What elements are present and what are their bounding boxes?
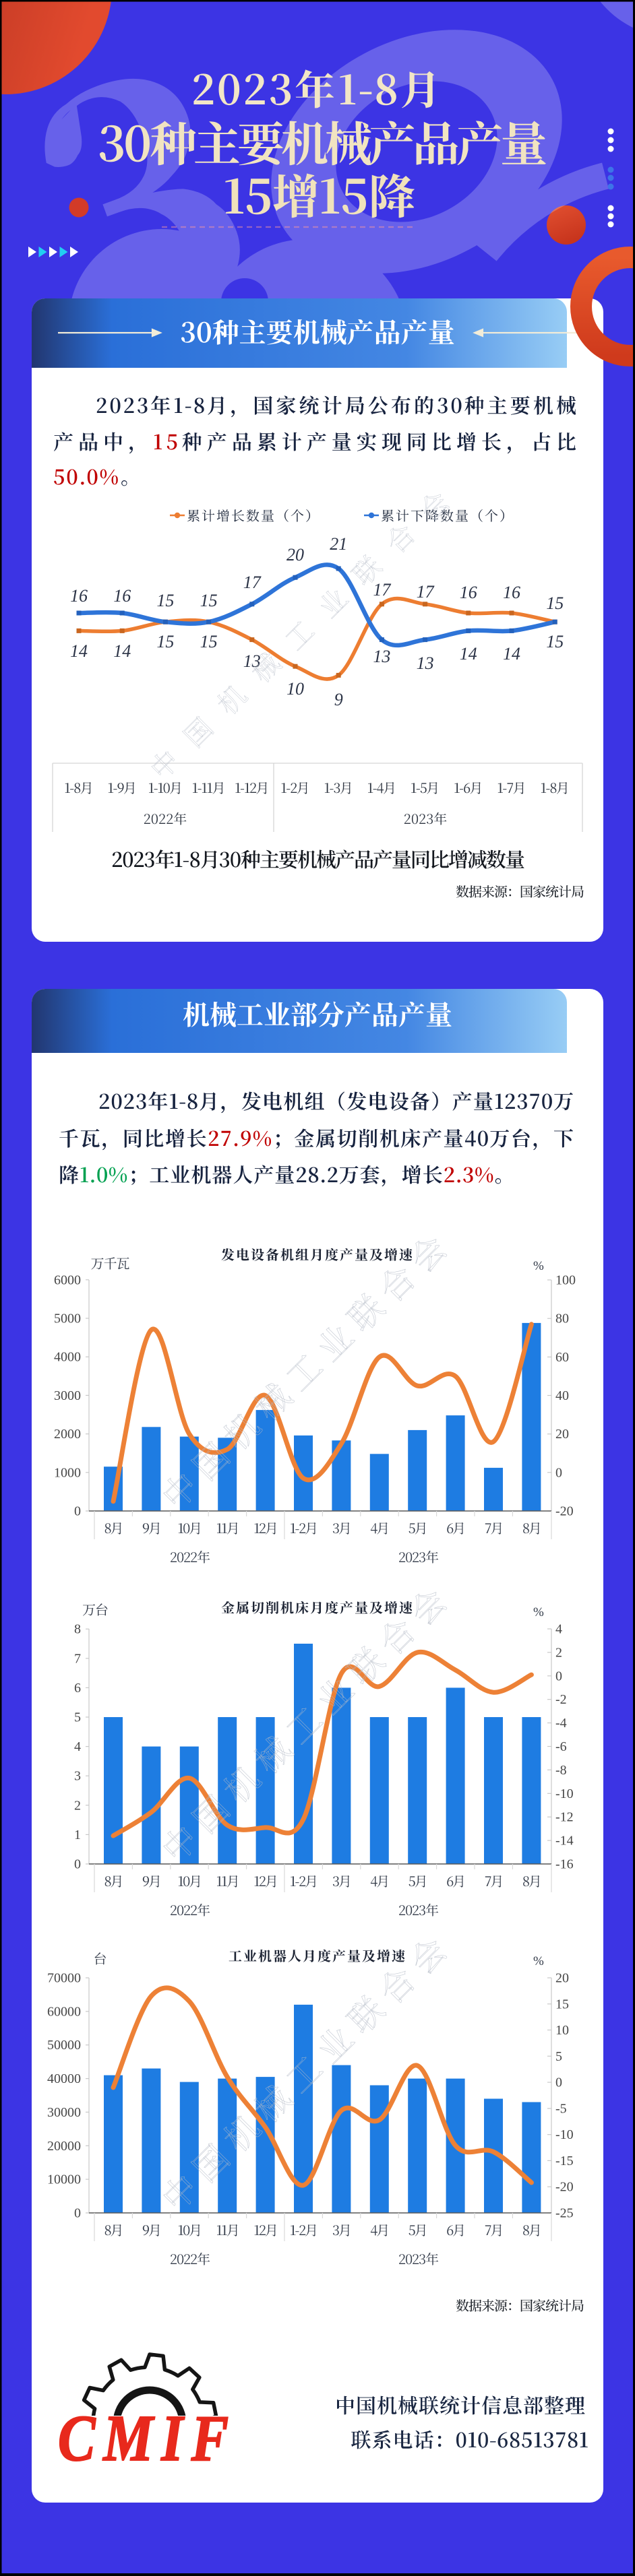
svg-text:15: 15 (546, 593, 564, 613)
svg-text:15: 15 (156, 632, 174, 651)
svg-text:0: 0 (74, 2206, 81, 2221)
svg-text:14: 14 (503, 644, 520, 664)
svg-text:15: 15 (200, 591, 218, 610)
svg-text:-20: -20 (555, 1504, 574, 1519)
svg-text:CMIF: CMIF (58, 2402, 237, 2475)
svg-text:-10: -10 (555, 1786, 574, 1801)
svg-text:20: 20 (555, 1427, 569, 1442)
svg-text:16: 16 (503, 583, 520, 602)
svg-text:8: 8 (74, 1622, 81, 1637)
svg-text:15: 15 (555, 1997, 569, 2011)
svg-text:-14: -14 (555, 1834, 574, 1848)
svg-text:-6: -6 (555, 1739, 567, 1754)
svg-text:14: 14 (70, 641, 88, 661)
svg-text:%: % (533, 1954, 544, 1968)
svg-text:20: 20 (555, 1971, 569, 1986)
svg-text:50000: 50000 (47, 2038, 81, 2053)
svg-text:2: 2 (74, 1798, 81, 1813)
svg-text:40000: 40000 (47, 2071, 81, 2086)
svg-text:0: 0 (74, 1857, 81, 1872)
svg-text:15: 15 (546, 632, 564, 651)
svg-text:40: 40 (555, 1388, 569, 1403)
svg-text:4000: 4000 (54, 1350, 81, 1365)
svg-text:-4: -4 (555, 1716, 567, 1731)
svg-text:5: 5 (555, 2049, 562, 2064)
svg-text:%: % (533, 1605, 544, 1619)
svg-text:14: 14 (460, 644, 477, 664)
svg-text:-25: -25 (555, 2206, 574, 2221)
svg-text:20000: 20000 (47, 2139, 81, 2154)
svg-text:100: 100 (555, 1273, 576, 1288)
svg-text:17: 17 (243, 573, 262, 592)
svg-text:-16: -16 (555, 1857, 574, 1872)
svg-text:80: 80 (555, 1312, 569, 1326)
svg-text:15: 15 (200, 632, 218, 651)
svg-text:-8: -8 (555, 1763, 567, 1778)
svg-text:30000: 30000 (47, 2105, 81, 2120)
svg-text:2: 2 (555, 1645, 562, 1660)
svg-text:-5: -5 (555, 2101, 567, 2116)
svg-text:2000: 2000 (54, 1427, 81, 1442)
svg-text:3: 3 (74, 1769, 81, 1784)
svg-text:1: 1 (74, 1828, 81, 1842)
svg-text:0: 0 (555, 2075, 562, 2090)
svg-text:-2: -2 (555, 1692, 567, 1707)
svg-text:7: 7 (74, 1651, 81, 1666)
svg-text:1000: 1000 (54, 1465, 81, 1480)
svg-text:60000: 60000 (47, 2004, 81, 2019)
svg-text:0: 0 (555, 1669, 562, 1683)
svg-text:13: 13 (243, 651, 261, 671)
svg-text:0: 0 (555, 1465, 562, 1480)
svg-text:70000: 70000 (47, 1971, 81, 1986)
svg-text:6000: 6000 (54, 1273, 81, 1287)
svg-text:-10: -10 (555, 2127, 574, 2142)
svg-text:5: 5 (74, 1710, 81, 1725)
svg-text:0: 0 (74, 1504, 81, 1519)
svg-text:4: 4 (555, 1622, 562, 1637)
svg-text:5000: 5000 (54, 1312, 81, 1326)
svg-text:10: 10 (286, 679, 304, 699)
svg-text:6: 6 (74, 1681, 81, 1696)
svg-text:16: 16 (460, 583, 477, 602)
svg-text:-12: -12 (555, 1810, 574, 1825)
svg-text:9: 9 (334, 690, 343, 709)
svg-text:10: 10 (555, 2023, 569, 2038)
svg-text:13: 13 (373, 647, 390, 666)
svg-text:16: 16 (113, 586, 131, 606)
svg-text:3000: 3000 (54, 1388, 81, 1403)
svg-text:-20: -20 (555, 2180, 574, 2195)
svg-text:13: 13 (417, 653, 434, 673)
svg-text:20: 20 (286, 545, 304, 565)
svg-text:21: 21 (330, 534, 347, 554)
svg-text:-15: -15 (555, 2154, 574, 2168)
svg-text:4: 4 (74, 1739, 81, 1754)
svg-text:15: 15 (156, 591, 174, 610)
svg-text:14: 14 (113, 641, 131, 661)
svg-text:%: % (533, 1259, 544, 1273)
svg-text:60: 60 (555, 1350, 569, 1365)
svg-text:16: 16 (70, 586, 88, 606)
svg-text:17: 17 (417, 582, 435, 602)
svg-text:17: 17 (373, 580, 391, 600)
svg-text:10000: 10000 (47, 2172, 81, 2187)
